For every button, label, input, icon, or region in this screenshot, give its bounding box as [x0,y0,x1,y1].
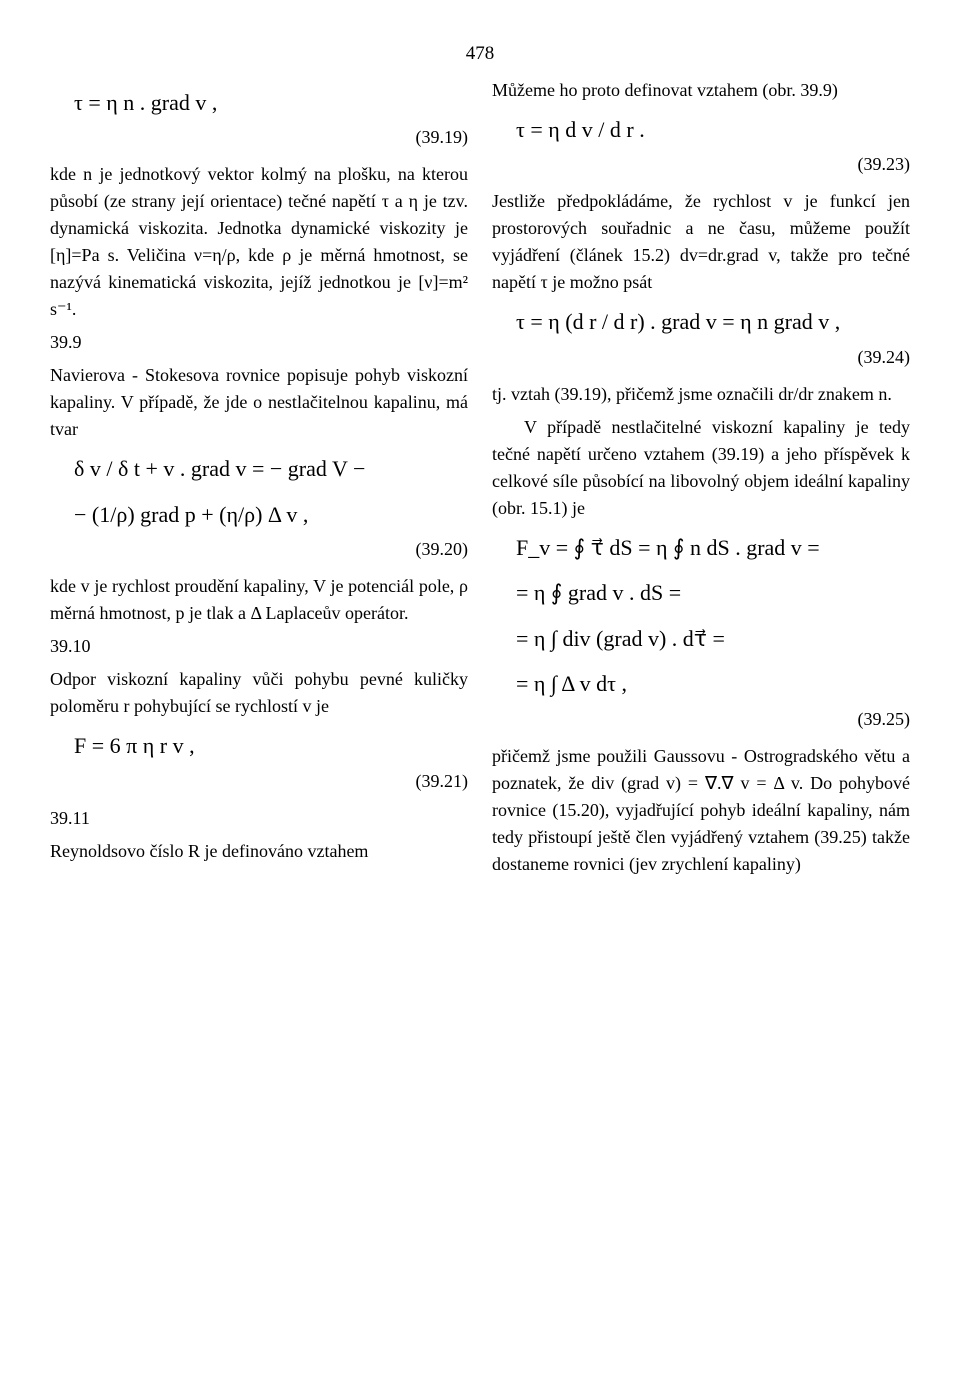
paragraph-left-2: kde v je rychlost proudění kapaliny, V j… [50,573,468,627]
section-39-10-body: Odpor viskozní kapaliny vůči pohybu pevn… [50,666,468,720]
paragraph-right-1: Můžeme ho proto definovat vztahem (obr. … [492,77,910,104]
paragraph-right-4: V případě nestlačitelné viskozní kapalin… [492,414,910,522]
page-number: 478 [50,40,910,69]
equation-number-39-24: (39.24) [492,344,910,371]
paragraph-right-3: tj. vztah (39.19), přičemž jsme označili… [492,381,910,408]
equation-number-39-19: (39.19) [50,124,468,151]
section-39-9-body: Navierova - Stokesova rovnice popisuje p… [50,362,468,443]
paragraph-left-1: kde n je jednotkový vektor kolmý na ploš… [50,161,468,323]
equation-number-39-21: (39.21) [50,768,468,795]
equation-39-23: τ = η d v / d r . [492,110,910,150]
equation-39-19: τ = η n . grad v , [50,83,468,123]
right-column: Můžeme ho proto definovat vztahem (obr. … [492,77,910,885]
two-column-layout: τ = η n . grad v , (39.19) kde n je jedn… [50,77,910,885]
equation-39-25-line3: = η ∫ div (grad v) . dτ⃗ = [492,619,910,659]
equation-39-21: F = 6 π η r v , [50,726,468,766]
paragraph-right-2: Jestliže předpokládáme, že rychlost v je… [492,188,910,296]
section-39-9-number: 39.9 [50,329,468,356]
section-39-11-body: Reynoldsovo číslo R je definováno vztahe… [50,838,468,865]
equation-39-25-line2: = η ∮ grad v . dS = [492,573,910,613]
section-39-11-number: 39.11 [50,805,468,832]
section-39-10-number: 39.10 [50,633,468,660]
equation-39-25-line4: = η ∫ Δ v dτ , [492,664,910,704]
equation-39-24: τ = η (d r / d r) . grad v = η n grad v … [492,302,910,342]
equation-number-39-23: (39.23) [492,151,910,178]
equation-number-39-25: (39.25) [492,706,910,733]
left-column: τ = η n . grad v , (39.19) kde n je jedn… [50,77,468,885]
equation-number-39-20: (39.20) [50,536,468,563]
equation-39-20-line1: δ v / δ t + v . grad v = − grad V − [50,449,468,489]
equation-39-25-line1: F_v = ∮ τ⃗ dS = η ∮ n dS . grad v = [492,528,910,568]
paragraph-right-5: přičemž jsme použili Gaussovu - Ostrogra… [492,743,910,878]
equation-39-20-line2: − (1/ρ) grad p + (η/ρ) Δ v , [50,495,468,535]
